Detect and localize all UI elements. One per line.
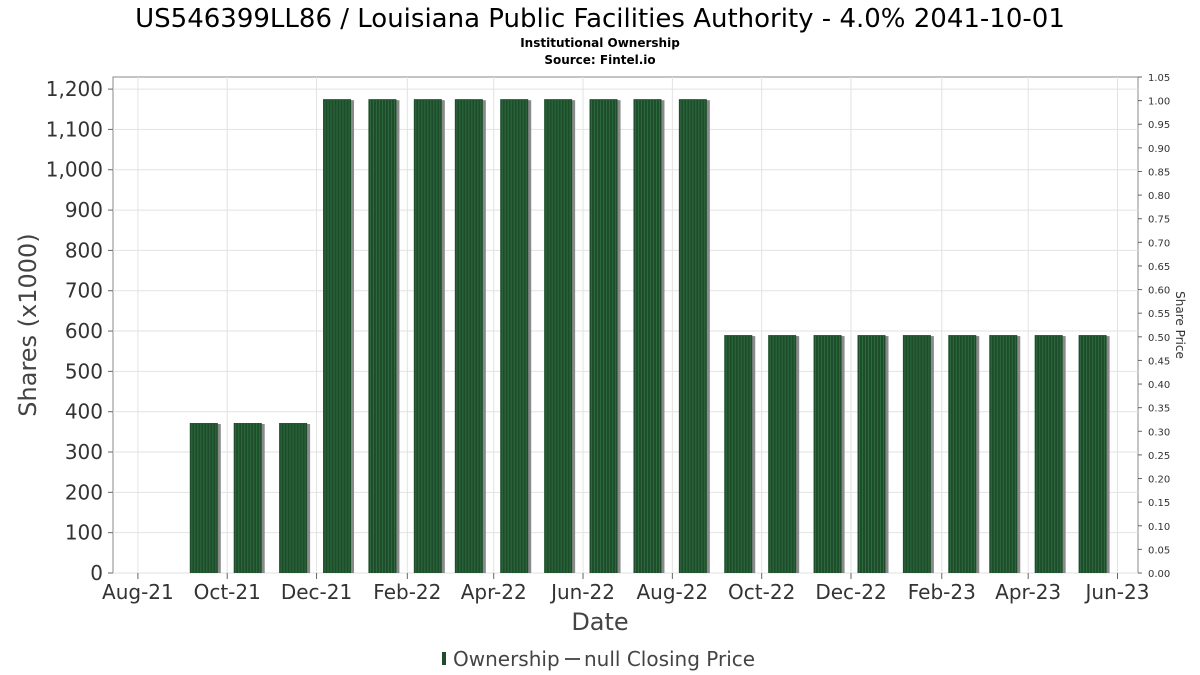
y2-tick-label: 0.05 bbox=[1148, 545, 1170, 556]
y2-tick-label: 0.10 bbox=[1148, 522, 1170, 533]
chart-subtitle: Institutional Ownership bbox=[520, 36, 680, 50]
x-axis-ticks: Aug-21 Oct-21 Dec-21 Feb-22 Apr-22 Jun-22 Aug-… bbox=[102, 573, 1149, 604]
y2-tick-label: 0.70 bbox=[1148, 238, 1170, 249]
y-tick-label: 0 bbox=[90, 561, 103, 585]
y2-axis-ticks: 0.00 0.05 0.10 0.15 0.20 0.25 0.30 0.35 0.40 0.45… bbox=[1138, 73, 1170, 580]
y-tick-label: 300 bbox=[65, 440, 103, 464]
y2-tick-label: 0.15 bbox=[1148, 498, 1170, 509]
y2-tick-label: 0.90 bbox=[1148, 144, 1170, 155]
plot-area bbox=[112, 76, 1139, 574]
y2-tick-label: 0.50 bbox=[1148, 333, 1170, 344]
y-tick-label: 400 bbox=[65, 400, 103, 424]
y-tick-label: 1,200 bbox=[46, 77, 103, 101]
y-tick-label: 600 bbox=[65, 319, 103, 343]
y2-tick-label: 0.20 bbox=[1148, 475, 1170, 486]
legend-ownership-label: Ownership bbox=[453, 647, 560, 671]
y-tick-label: 700 bbox=[65, 279, 103, 303]
x-tick-label: Feb-22 bbox=[373, 580, 441, 604]
y-tick-label: 800 bbox=[65, 238, 103, 262]
y-tick-label: 100 bbox=[65, 521, 103, 545]
y2-axis-label: Share Price bbox=[1173, 291, 1187, 359]
y2-tick-label: 0.55 bbox=[1148, 309, 1170, 320]
bars-group bbox=[189, 99, 1110, 573]
chart-source: Source: Fintel.io bbox=[544, 53, 655, 67]
chart-title: US546399LL86 / Louisiana Public Faciliti… bbox=[135, 4, 1065, 34]
y2-tick-label: 0.00 bbox=[1148, 569, 1170, 580]
x-tick-label: Jun-22 bbox=[549, 580, 615, 604]
grid-lines bbox=[113, 77, 1138, 574]
x-tick-label: Oct-22 bbox=[728, 580, 795, 604]
x-axis-label: Date bbox=[571, 608, 628, 636]
legend: Ownership null Closing Price bbox=[442, 647, 755, 671]
y2-tick-label: 0.30 bbox=[1148, 427, 1170, 438]
x-tick-label: Dec-21 bbox=[281, 580, 352, 604]
y2-tick-label: 0.80 bbox=[1148, 191, 1170, 202]
y2-tick-label: 1.00 bbox=[1148, 97, 1170, 108]
y2-tick-label: 1.05 bbox=[1148, 73, 1170, 84]
legend-ownership-swatch bbox=[442, 652, 446, 665]
y2-tick-label: 0.95 bbox=[1148, 120, 1170, 131]
x-tick-label: Apr-23 bbox=[995, 580, 1061, 604]
x-tick-label: Oct-21 bbox=[194, 580, 261, 604]
x-tick-label: Dec-22 bbox=[815, 580, 886, 604]
y-axis-ticks: 0 100 200 300 400 500 600 700 800 900 1,000 1,100 1,… bbox=[46, 77, 113, 585]
y-tick-label: 1,100 bbox=[46, 117, 103, 141]
y-tick-label: 200 bbox=[65, 480, 103, 504]
y2-tick-label: 0.65 bbox=[1148, 262, 1170, 273]
y2-tick-label: 0.45 bbox=[1148, 356, 1170, 367]
y-tick-label: 500 bbox=[65, 359, 103, 383]
x-tick-label: Aug-22 bbox=[636, 580, 708, 604]
y2-tick-label: 0.60 bbox=[1148, 286, 1170, 297]
x-tick-label: Feb-23 bbox=[908, 580, 976, 604]
x-tick-label: Apr-22 bbox=[461, 580, 527, 604]
y2-tick-label: 0.35 bbox=[1148, 404, 1170, 415]
y2-tick-label: 0.75 bbox=[1148, 215, 1170, 226]
y-axis-label: Shares (x1000) bbox=[14, 233, 42, 416]
x-tick-label: Jun-23 bbox=[1084, 580, 1150, 604]
legend-price-label: null Closing Price bbox=[584, 647, 755, 671]
y2-tick-label: 0.85 bbox=[1148, 167, 1170, 178]
y-tick-label: 900 bbox=[65, 198, 103, 222]
x-tick-label: Aug-21 bbox=[102, 580, 174, 604]
y2-tick-label: 0.25 bbox=[1148, 451, 1170, 462]
y2-tick-label: 0.40 bbox=[1148, 380, 1170, 391]
y-tick-label: 1,000 bbox=[46, 158, 103, 182]
